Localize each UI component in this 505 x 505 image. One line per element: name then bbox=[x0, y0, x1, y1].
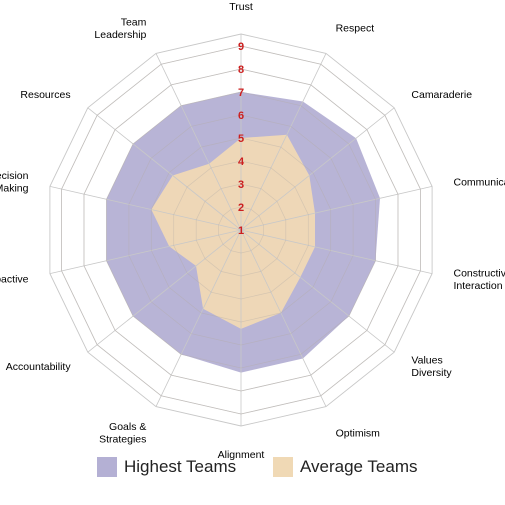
tick-label-3: 3 bbox=[238, 179, 244, 191]
tick-label-1: 1 bbox=[238, 225, 244, 237]
spoke bbox=[240, 229, 395, 353]
tick-label-9: 9 bbox=[238, 41, 244, 53]
tick-label-4: 4 bbox=[238, 156, 245, 168]
axis-label-optimism: Optimism bbox=[336, 427, 381, 439]
tick-label-7: 7 bbox=[238, 87, 244, 99]
axis-label-camaraderie: Camaraderie bbox=[411, 89, 472, 101]
tick-label-2: 2 bbox=[238, 202, 244, 214]
tick-label-8: 8 bbox=[238, 64, 244, 76]
spoke bbox=[87, 229, 242, 353]
tick-labels: 1 2 3 4 5 6 7 8 9 bbox=[238, 41, 245, 237]
spoke bbox=[87, 107, 242, 231]
grid-ring-overlay bbox=[195, 183, 287, 277]
spoke bbox=[240, 229, 327, 407]
axis-labels: Trust Respect Camaraderie Communication Cons… bbox=[0, 1, 505, 461]
spoke bbox=[155, 229, 242, 407]
spoke bbox=[240, 229, 433, 274]
spoke bbox=[49, 229, 242, 274]
legend-label-highest: Highest Teams bbox=[124, 457, 237, 476]
grid-ring-overlay bbox=[173, 160, 309, 300]
axis-label-goals-strategies: Goals & Strategies bbox=[99, 421, 146, 446]
grid-ring-overlay bbox=[218, 206, 264, 254]
tick-label-6: 6 bbox=[238, 110, 244, 122]
legend: Highest Teams Average Teams bbox=[0, 452, 505, 482]
grid-ring-overlay bbox=[61, 45, 421, 415]
legend-item-average: Average Teams bbox=[273, 452, 418, 482]
axis-label-trust: Trust bbox=[229, 1, 253, 13]
spoke bbox=[49, 186, 242, 231]
axis-label-communication: Communication bbox=[454, 177, 505, 189]
spoke bbox=[155, 53, 242, 231]
spokes bbox=[49, 34, 433, 426]
axis-label-decision-making: DecisionMaking bbox=[0, 170, 29, 195]
legend-item-highest: Highest Teams bbox=[97, 452, 236, 482]
grid-ring-overlay bbox=[150, 137, 332, 323]
axis-label-respect: Respect bbox=[336, 23, 375, 35]
spoke bbox=[240, 53, 327, 231]
legend-swatch-highest bbox=[97, 457, 117, 477]
grid-ring-overlay bbox=[106, 91, 376, 369]
grid-ring-overlay bbox=[83, 68, 399, 392]
spoke bbox=[240, 186, 433, 231]
axis-label-values-diversity: Values Diversity bbox=[411, 355, 452, 380]
legend-swatch-average bbox=[273, 457, 293, 477]
spoke bbox=[240, 107, 395, 231]
tick-label-5: 5 bbox=[238, 133, 244, 145]
legend-label-average: Average Teams bbox=[300, 457, 418, 476]
axis-label-accountability: Accountability bbox=[6, 361, 72, 373]
axis-label-proactive: Proactive bbox=[0, 274, 29, 286]
grid-ring-overlay bbox=[128, 114, 354, 346]
axis-label-team-leadership: Team Leadership bbox=[94, 16, 146, 41]
axis-label-alignment: Alignment bbox=[218, 449, 265, 461]
axis-label-constructive-interaction: ConstructiveInteraction bbox=[454, 267, 505, 292]
axis-label-resources: Resources bbox=[20, 89, 70, 101]
